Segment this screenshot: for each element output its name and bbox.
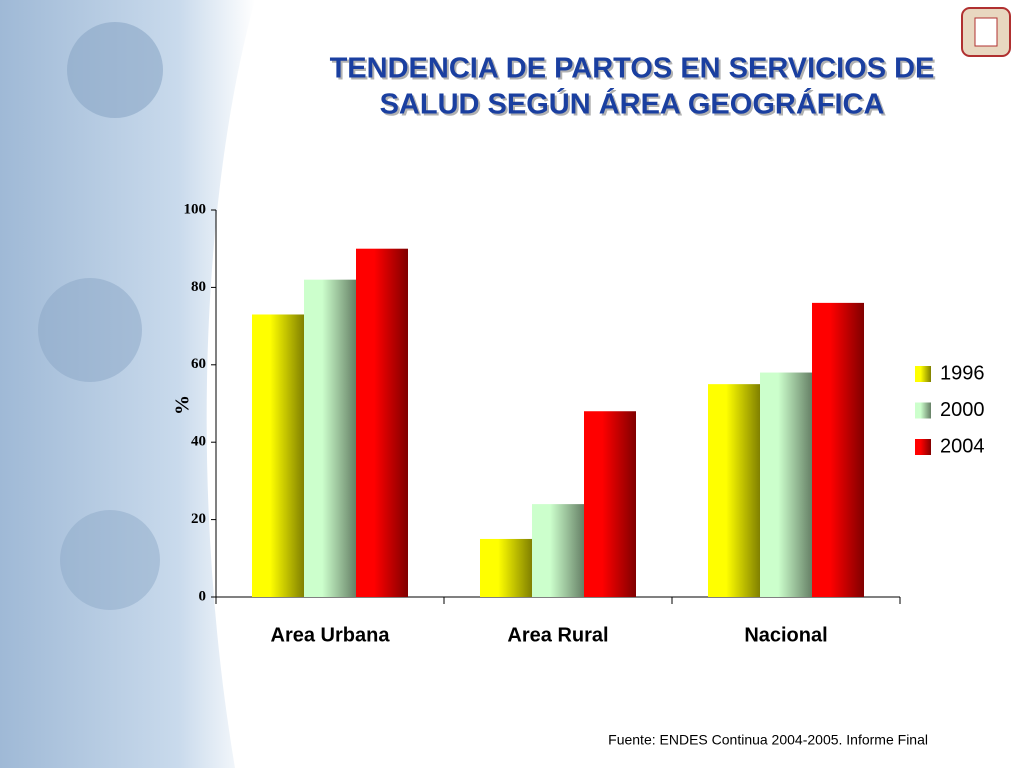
legend-swatch — [915, 439, 931, 455]
y-tick-label: 20 — [191, 511, 206, 527]
subtitle-shadow: SALUD SEGÚN ÁREA GEOGRÁFICA — [382, 89, 887, 123]
bar — [708, 384, 760, 597]
y-tick-label: 40 — [191, 434, 206, 450]
legend-label: 2004 — [940, 435, 985, 457]
y-tick-label: 60 — [191, 356, 206, 372]
legend-swatch — [915, 402, 931, 419]
bar — [252, 314, 304, 597]
chart-title: TENDENCIA DE PARTOS EN SERVICIOS DE — [330, 53, 935, 85]
y-tick-label: 80 — [191, 279, 206, 295]
bar — [760, 372, 812, 597]
bar — [356, 248, 408, 597]
y-axis-label: % — [172, 395, 194, 415]
emblem — [961, 7, 1011, 57]
photo-shape — [60, 510, 160, 610]
x-tick-label: Area Rural — [507, 624, 608, 646]
bar — [532, 504, 584, 597]
legend-label: 1996 — [940, 362, 985, 384]
y-tick-label: 100 — [184, 201, 207, 217]
chart-subtitle: SALUD SEGÚN ÁREA GEOGRÁFICA — [380, 87, 885, 121]
x-tick-label: Nacional — [744, 624, 827, 646]
bar — [812, 302, 864, 597]
photo-shape — [67, 22, 163, 118]
bar — [584, 411, 636, 597]
title-shadow: TENDENCIA DE PARTOS EN SERVICIOS DE — [332, 55, 937, 87]
x-tick-label: Area Urbana — [271, 624, 391, 646]
y-tick-label: 0 — [199, 588, 207, 604]
photo-shape — [38, 278, 142, 382]
source-note: Fuente: ENDES Continua 2004-2005. Inform… — [608, 732, 928, 748]
legend-swatch — [915, 366, 931, 382]
legend-label: 2000 — [940, 399, 985, 421]
side-photo-panel — [0, 0, 255, 768]
bar — [304, 279, 356, 597]
bar — [480, 538, 532, 597]
